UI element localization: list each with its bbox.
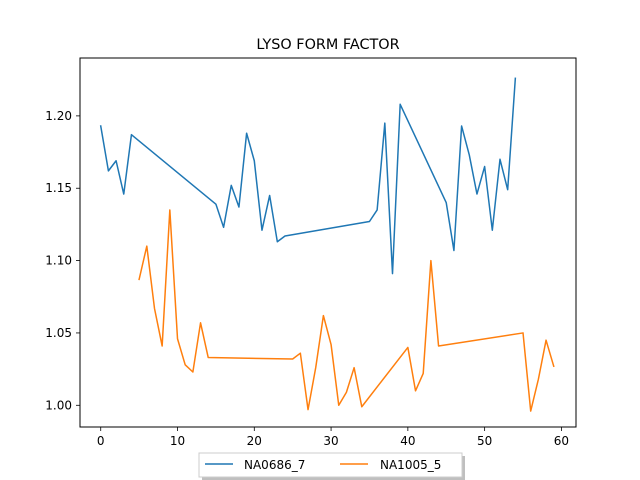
- plot-lines: [99, 77, 555, 412]
- x-tick-label: 40: [400, 434, 415, 448]
- legend: NA0686_7 NA1005_5: [198, 452, 465, 480]
- x-tick-label: 50: [477, 434, 492, 448]
- x-tick-label: 20: [247, 434, 262, 448]
- x-tick-label: 0: [97, 434, 105, 448]
- y-tick-label: 1.00: [45, 398, 72, 412]
- legend-box: [198, 452, 463, 478]
- chart-title: LYSO FORM FACTOR: [256, 37, 399, 53]
- x-tick-label: 60: [554, 434, 569, 448]
- legend-label-na0686-7: NA0686_7: [244, 458, 305, 472]
- y-tick-label: 1.05: [45, 326, 72, 340]
- y-tick-label: 1.15: [45, 181, 72, 195]
- series-line-na0686-7: [99, 77, 517, 275]
- x-tick-label: 30: [323, 434, 338, 448]
- y-axis-ticks: 1.00 1.05 1.10 1.15 1.20: [45, 109, 80, 412]
- plot-frame: [79, 57, 577, 428]
- x-tick-label: 10: [170, 434, 185, 448]
- y-tick-label: 1.10: [45, 254, 72, 268]
- y-tick-label: 1.20: [45, 109, 72, 123]
- series-line-na1005-5: [138, 209, 555, 412]
- legend-label-na1005-5: NA1005_5: [380, 458, 441, 472]
- x-axis-ticks: 0 10 20 30 40 50 60: [97, 427, 569, 448]
